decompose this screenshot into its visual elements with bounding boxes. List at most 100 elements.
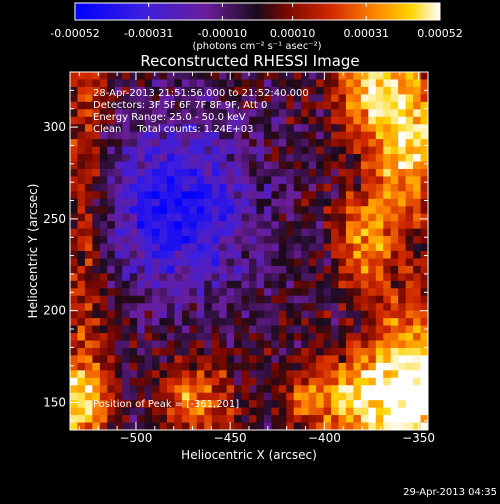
image-pixel [174, 265, 183, 274]
image-pixel [114, 370, 123, 379]
image-pixel [189, 116, 198, 125]
image-pixel [174, 131, 183, 140]
image-pixel [92, 362, 101, 371]
image-pixel [293, 265, 302, 274]
image-pixel [331, 310, 340, 319]
image-pixel [114, 183, 123, 192]
image-pixel [293, 131, 302, 140]
image-pixel [256, 415, 265, 424]
image-pixel [316, 415, 325, 424]
image-pixel [331, 109, 340, 118]
image-pixel [137, 86, 146, 95]
image-pixel [181, 362, 190, 371]
image-pixel [375, 392, 384, 401]
image-pixel [99, 139, 108, 148]
image-pixel [420, 131, 428, 140]
image-pixel [204, 258, 213, 267]
image-pixel [263, 146, 272, 155]
image-pixel [338, 191, 347, 200]
image-pixel [263, 280, 272, 289]
image-pixel [166, 221, 176, 230]
image-pixel [189, 86, 198, 95]
image-pixel [196, 265, 205, 274]
image-pixel [413, 340, 422, 349]
image-pixel [420, 265, 428, 274]
image-pixel [144, 176, 153, 185]
image-pixel [77, 273, 86, 282]
image-pixel [234, 176, 243, 185]
image-pixel [301, 228, 310, 237]
image-pixel [390, 213, 399, 222]
image-pixel [241, 72, 250, 81]
image-pixel [323, 251, 332, 260]
image-pixel [368, 94, 377, 103]
image-pixel [144, 295, 153, 304]
image-pixel [345, 206, 355, 215]
image-pixel [152, 333, 161, 342]
image-pixel [345, 146, 355, 155]
image-pixel [360, 213, 369, 222]
image-pixel [383, 325, 392, 334]
image-pixel [204, 124, 213, 133]
image-pixel [166, 72, 176, 81]
image-pixel [241, 303, 250, 312]
image-pixel [129, 79, 138, 88]
image-pixel [420, 347, 428, 357]
image-pixel [323, 422, 332, 430]
image-pixel [129, 265, 138, 274]
image-pixel [383, 370, 392, 379]
image-pixel [114, 347, 123, 357]
image-pixel [271, 221, 280, 230]
image-pixel [189, 168, 198, 178]
image-pixel [84, 385, 93, 394]
image-pixel [226, 415, 235, 424]
image-pixel [234, 251, 243, 260]
image-pixel [241, 288, 250, 297]
image-pixel [249, 392, 258, 401]
image-pixel [166, 251, 176, 260]
image-pixel [211, 146, 220, 155]
image-pixel [107, 228, 116, 237]
image-pixel [241, 385, 250, 394]
image-pixel [92, 124, 101, 133]
image-pixel [301, 221, 310, 230]
image-pixel [226, 407, 235, 416]
image-pixel [114, 154, 123, 163]
image-pixel [368, 407, 377, 416]
image-pixel [137, 139, 146, 148]
image-pixel [84, 206, 93, 215]
y-tick-label: 150 [43, 395, 66, 409]
image-pixel [84, 79, 93, 88]
image-pixel [159, 273, 168, 282]
image-pixel [278, 370, 287, 379]
image-pixel [166, 295, 176, 304]
image-pixel [263, 340, 272, 349]
image-pixel [249, 139, 258, 148]
image-pixel [263, 407, 272, 416]
image-pixel [383, 280, 392, 289]
image-pixel [293, 310, 302, 319]
image-pixel [345, 280, 355, 289]
image-pixel [390, 146, 399, 155]
image-pixel [390, 154, 399, 163]
image-pixel [331, 228, 340, 237]
image-pixel [345, 213, 355, 222]
image-pixel [204, 94, 213, 103]
image-pixel [375, 139, 384, 148]
image-pixel [77, 422, 86, 430]
image-pixel [293, 318, 302, 327]
image-pixel [353, 198, 362, 207]
image-pixel [345, 228, 355, 237]
image-pixel [189, 355, 198, 364]
image-pixel [353, 101, 362, 110]
image-pixel [301, 310, 310, 319]
image-pixel [316, 333, 325, 342]
image-pixel [368, 280, 377, 289]
image-pixel [316, 347, 325, 357]
image-pixel [405, 273, 414, 282]
image-pixel [211, 288, 220, 297]
image-pixel [129, 101, 138, 110]
image-pixel [92, 161, 101, 170]
image-pixel [316, 213, 325, 222]
image-pixel [99, 310, 108, 319]
